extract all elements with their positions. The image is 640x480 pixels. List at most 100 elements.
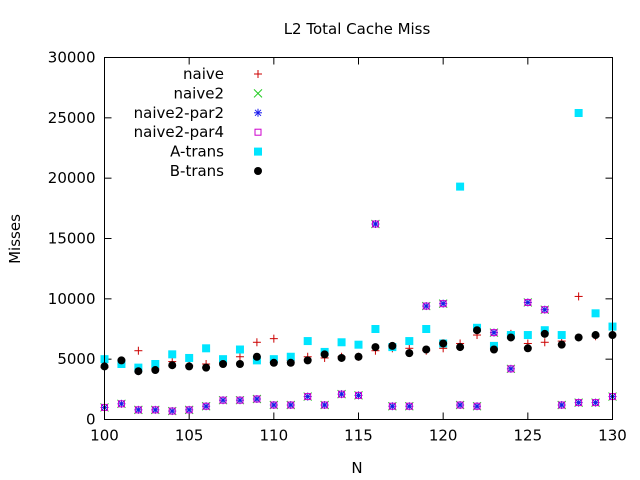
y-tick-label: 30000 — [48, 49, 96, 67]
data-point — [202, 402, 210, 410]
data-point — [235, 359, 244, 368]
x-tick-label: 130 — [598, 427, 627, 445]
legend-marker — [254, 128, 262, 136]
data-point — [134, 367, 143, 376]
series-naive2-par4 — [101, 220, 616, 415]
data-point — [168, 350, 177, 359]
data-point — [591, 309, 600, 318]
x-tick-label: 110 — [260, 427, 289, 445]
y-tick-label: 10000 — [48, 290, 96, 308]
chart-title: L2 Total Cache Miss — [284, 20, 431, 38]
data-point — [507, 365, 515, 373]
data-point — [371, 343, 380, 352]
data-point — [355, 391, 362, 399]
legend-marker — [254, 147, 262, 156]
data-point — [388, 402, 396, 410]
data-point — [303, 337, 312, 346]
data-point — [286, 352, 295, 361]
data-point — [185, 406, 193, 414]
data-point — [405, 402, 413, 410]
legend-item: B-trans — [170, 162, 262, 180]
data-point — [338, 390, 346, 398]
data-point — [490, 329, 498, 337]
data-point — [134, 346, 143, 355]
data-point — [269, 334, 278, 343]
data-point — [235, 352, 244, 361]
plot-area — [100, 109, 617, 416]
data-point — [202, 363, 211, 372]
data-point — [388, 341, 397, 350]
data-point — [540, 338, 549, 347]
y-tick-label: 20000 — [48, 169, 96, 187]
data-point — [540, 329, 549, 338]
x-tick-label: 125 — [514, 427, 543, 445]
data-point — [219, 355, 228, 364]
legend-item: naive2 — [173, 84, 263, 102]
data-point — [574, 333, 583, 342]
data-point — [117, 400, 125, 408]
data-point — [557, 340, 566, 349]
legend-item: naive2-par2 — [134, 104, 262, 122]
legend-marker — [253, 89, 263, 98]
data-point — [219, 396, 227, 404]
data-point — [270, 401, 278, 409]
data-point — [405, 337, 414, 346]
data-point — [439, 339, 448, 348]
data-point — [456, 343, 465, 352]
data-point — [252, 338, 261, 347]
x-tick-label: 100 — [90, 427, 119, 445]
series-B-trans — [100, 326, 617, 376]
data-point — [575, 399, 583, 407]
legend-marker — [254, 108, 262, 117]
data-point — [151, 406, 159, 414]
data-point — [304, 393, 312, 401]
data-point — [219, 359, 228, 368]
data-point — [303, 356, 312, 365]
legend-label: naive2 — [173, 84, 224, 102]
data-point — [523, 344, 532, 353]
data-point — [422, 345, 431, 354]
data-point — [236, 396, 244, 404]
data-point — [117, 356, 126, 365]
y-tick-label: 15000 — [48, 230, 96, 248]
data-point — [439, 300, 447, 308]
legend-label: naive2-par4 — [134, 123, 224, 141]
plot-frame — [104, 57, 613, 420]
data-point — [354, 340, 363, 349]
data-point — [185, 353, 194, 362]
data-point — [558, 401, 566, 409]
data-point — [541, 306, 549, 314]
data-point — [151, 366, 160, 375]
y-tick-label: 5000 — [57, 350, 95, 368]
legend-item: naive2-par4 — [134, 123, 262, 141]
data-point — [371, 220, 379, 228]
data-point — [574, 292, 583, 301]
legend-label: naive2-par2 — [134, 104, 224, 122]
data-point — [524, 298, 532, 306]
axes: 100 105 110 115 120 125 130 0 5000 10000 15000 2000… — [48, 49, 627, 445]
x-tick-label: 115 — [344, 427, 373, 445]
data-point — [574, 109, 583, 118]
data-point — [253, 395, 261, 403]
data-point — [337, 353, 346, 362]
data-point — [456, 182, 465, 191]
legend-marker — [254, 70, 262, 78]
data-point — [354, 352, 363, 361]
y-tick-label: 0 — [86, 411, 96, 429]
data-point — [337, 338, 346, 347]
data-point — [286, 358, 295, 367]
data-point — [185, 362, 194, 371]
y-tick-label: 25000 — [48, 109, 96, 127]
data-point — [269, 358, 278, 367]
legend-label: A-trans — [170, 143, 224, 161]
data-point — [473, 402, 481, 410]
data-point — [320, 350, 329, 359]
data-point — [591, 331, 600, 340]
data-point — [202, 344, 211, 353]
legend-label: B-trans — [170, 162, 224, 180]
legend-label: naive — [183, 65, 224, 83]
data-point — [473, 326, 482, 335]
